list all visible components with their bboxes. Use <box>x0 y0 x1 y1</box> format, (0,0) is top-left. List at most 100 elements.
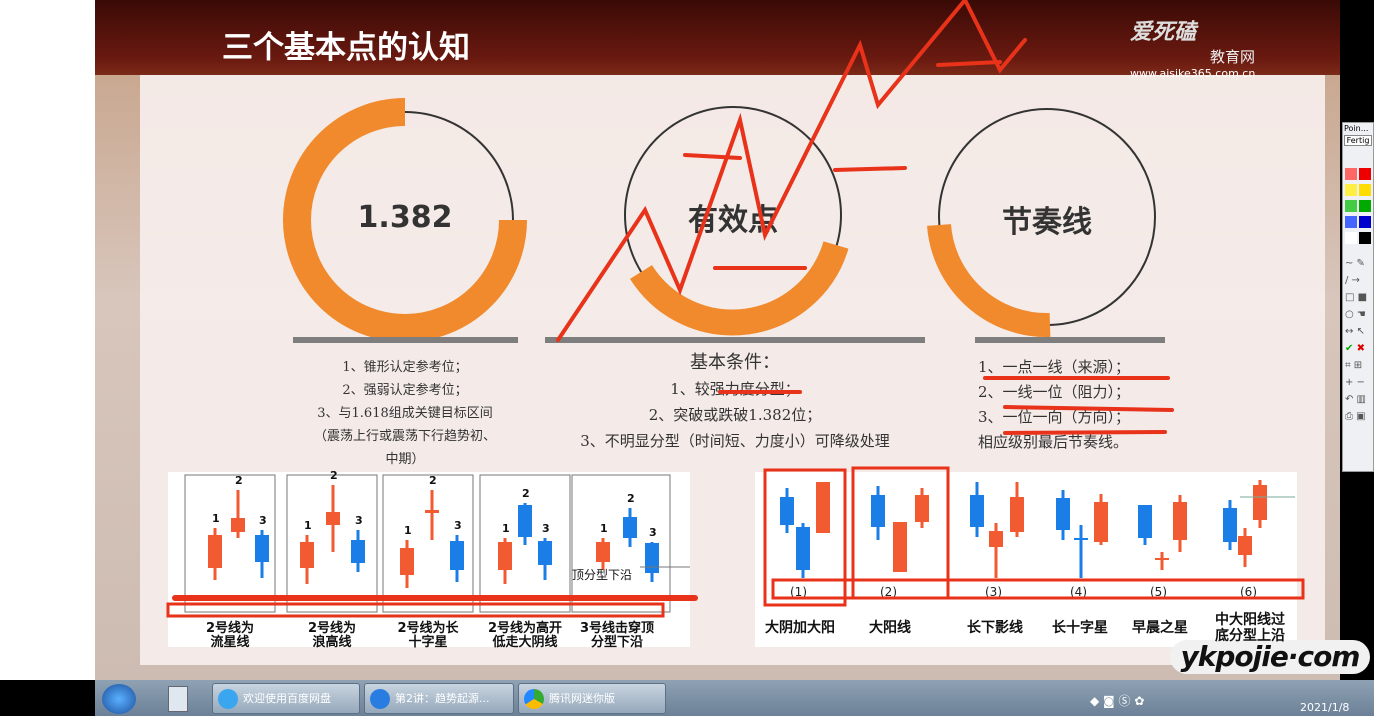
circle-graphics <box>283 98 1156 342</box>
pattern-caption: 长下影线 <box>967 620 1023 636</box>
color-red[interactable] <box>1345 168 1357 180</box>
candle-body <box>596 542 610 562</box>
logo-sub: 教育网 <box>1210 48 1256 66</box>
tencent-mini-icon <box>524 688 544 709</box>
color-green-dark[interactable] <box>1359 200 1371 212</box>
candle-number: 2 <box>235 474 243 487</box>
candle-body <box>970 495 984 527</box>
tool-icons[interactable]: ~ ✎ / → □ ■ ○ ☚ ↔ ↖ ✔ ✖ ⌗ ⊞ + − ↶ ▥ ⎙ ▣ <box>1345 258 1368 422</box>
candle-number: 3 <box>259 514 267 527</box>
right-points: 1、一点一线（来源）； 2、一线一位（阻力）； 3、一位一向（方向）； 相应级别… <box>978 355 1178 455</box>
candle-body <box>450 541 464 570</box>
candle-body <box>1155 558 1169 560</box>
candle-body <box>1173 502 1187 540</box>
pattern-caption: 中大阳线过 底分型上沿 <box>1215 612 1285 644</box>
candle-body <box>796 527 810 570</box>
taskbar-label: 第2讲：趋势起源... <box>395 692 490 705</box>
point: 2、强弱认定参考位； <box>342 383 468 398</box>
candle-body <box>1238 536 1252 555</box>
start-button[interactable] <box>102 684 136 714</box>
point: 中期） <box>385 452 425 467</box>
candle-body <box>538 541 552 565</box>
taskbar-item-lecture[interactable]: 第2讲：趋势起源... <box>364 683 514 714</box>
pattern-number: (5) <box>1150 585 1167 599</box>
point: 1、锥形认定参考位； <box>342 360 468 375</box>
pattern-box <box>571 474 671 613</box>
candle-number: 3 <box>355 514 363 527</box>
pattern-number: (1) <box>790 585 807 599</box>
watermark: ykpojie·com <box>1170 640 1370 674</box>
pattern-caption: 3号线击穿顶 分型下沿 <box>579 621 655 650</box>
candle-number: 2 <box>522 487 530 500</box>
pattern-number: (4) <box>1070 585 1087 599</box>
logo-url: www.aisike365.com.cn <box>1130 67 1256 80</box>
candle-body <box>1253 485 1267 520</box>
candle-number: 2 <box>627 492 635 505</box>
candle-body <box>326 512 340 525</box>
pointer-toolbar[interactable]: Poin... Fertig ~ ✎ / → □ ■ ○ ☚ ↔ ↖ ✔ ✖ ⌗ ⊞ + − ↶… <box>1342 122 1374 472</box>
candle-body <box>915 495 929 522</box>
color-blue[interactable] <box>1345 216 1357 228</box>
candle-number: 3 <box>542 522 550 535</box>
pattern-box <box>286 474 378 613</box>
candle-body <box>255 535 269 562</box>
candle-number: 1 <box>304 519 312 532</box>
calculator-icon[interactable] <box>168 686 188 712</box>
color-black[interactable] <box>1359 232 1371 244</box>
divider-bar <box>545 337 925 343</box>
candle-body <box>231 518 245 532</box>
point: 3、一位一向（方向）； <box>978 408 1131 426</box>
slide-title: 三个基本点的认知 <box>222 30 470 66</box>
color-yellow[interactable] <box>1345 184 1357 196</box>
done-button[interactable]: Fertig <box>1344 135 1372 146</box>
pattern-box <box>184 474 276 613</box>
taskbar-item-baidu[interactable]: 欢迎使用百度网盘 <box>212 683 360 714</box>
point: 2、突破或跌破1.382位； <box>648 406 822 424</box>
taskbar-item-tencent[interactable]: 腾讯网迷你版 <box>518 683 666 714</box>
candle-number: 1 <box>502 522 510 535</box>
color-red-dark[interactable] <box>1359 168 1371 180</box>
candle-body <box>1223 508 1237 542</box>
pattern-caption: 早晨之星 <box>1132 620 1188 636</box>
candle-body <box>351 540 365 563</box>
candle-body <box>1094 502 1108 542</box>
tray-icons[interactable]: ◆ ◙ Ⓢ ✿ <box>1090 694 1145 708</box>
color-white[interactable] <box>1345 232 1357 244</box>
point: 3、与1.618组成关键目标区间 <box>317 406 493 421</box>
candle-body <box>518 505 532 537</box>
clock[interactable]: 2021/1/8 <box>1300 701 1350 714</box>
sogou-icon <box>370 688 390 709</box>
pattern-number: (2) <box>880 585 897 599</box>
logo-brand: 爱死磕 <box>1130 20 1197 45</box>
color-green[interactable] <box>1345 200 1357 212</box>
circle-label: 节奏线 <box>1002 205 1092 240</box>
color-blue-dark[interactable] <box>1359 216 1371 228</box>
candle-number: 1 <box>600 522 608 535</box>
candle-body <box>208 535 222 568</box>
pattern-box <box>382 474 474 613</box>
candle-body <box>645 543 659 573</box>
circle-label: 1.382 <box>357 200 453 235</box>
candle-body <box>400 548 414 575</box>
candle-number: 3 <box>649 526 657 539</box>
candle-body <box>1074 538 1088 540</box>
candle-number: 3 <box>454 519 462 532</box>
point: 1、一点一线（来源）； <box>978 358 1131 376</box>
pattern-caption: 长十字星 <box>1052 620 1108 636</box>
candle-body <box>498 542 512 570</box>
pattern-box <box>479 474 571 613</box>
candle-body <box>425 510 439 513</box>
candle-body <box>623 517 637 538</box>
candle-body <box>780 497 794 525</box>
color-yellow-dark[interactable] <box>1359 184 1371 196</box>
candle-body <box>1056 498 1070 530</box>
divider-bar <box>975 337 1165 343</box>
candle-number: 2 <box>429 474 437 487</box>
candle-body <box>300 542 314 568</box>
pattern-caption: 大阴加大阳 <box>765 620 835 636</box>
baidu-netdisk-icon <box>218 688 238 709</box>
point: （震荡上行或震荡下行趋势初、 <box>313 429 496 444</box>
pattern-caption: 2号线为 浪高线 <box>307 621 357 650</box>
pattern-caption: 2号线为 流星线 <box>205 621 255 650</box>
candle-body <box>893 522 907 572</box>
